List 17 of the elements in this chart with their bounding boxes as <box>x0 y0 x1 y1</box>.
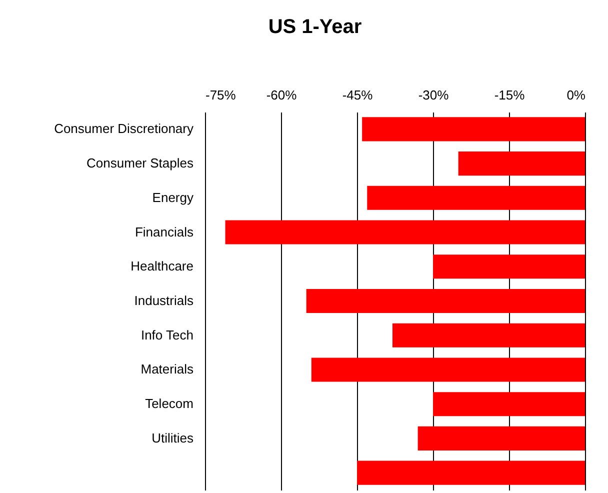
x-tick-label: -15% <box>494 88 526 102</box>
x-tick-label: -30% <box>418 88 450 102</box>
y-tick-label: Consumer Discretionary <box>54 121 194 136</box>
y-tick-label: Healthcare <box>130 258 194 274</box>
x-tick-label: -60% <box>266 88 298 102</box>
x-tick-label: -75% <box>206 88 236 102</box>
y-tick-label: Industrials <box>134 293 194 308</box>
y-tick-label: Financials <box>134 224 194 240</box>
y-tick-label: Telecom <box>145 396 194 412</box>
y-tick-label: Materials <box>140 362 194 377</box>
y-tick-label: Energy <box>152 190 194 205</box>
chart-title: US 1-Year <box>268 16 362 38</box>
y-tick-label: Consumer Staples <box>86 156 194 171</box>
x-tick-label: 0% <box>566 88 586 102</box>
x-tick-label: -45% <box>342 88 374 102</box>
y-tick-label: Utilities <box>152 430 194 446</box>
y-tick-label: Info Tech <box>140 327 194 342</box>
